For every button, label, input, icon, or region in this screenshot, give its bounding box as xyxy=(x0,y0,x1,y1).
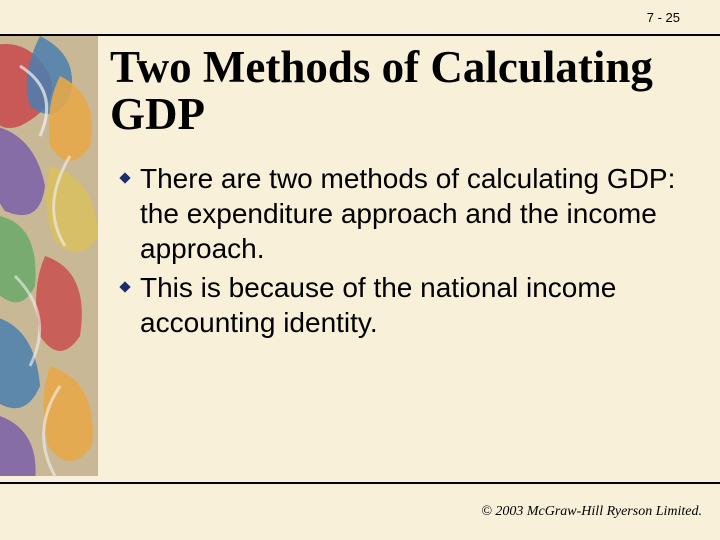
slide-title: Two Methods of Calculating GDP xyxy=(110,44,696,139)
main-content: Two Methods of Calculating GDP There are… xyxy=(98,36,720,476)
content-row: Two Methods of Calculating GDP There are… xyxy=(0,36,720,476)
copyright-text: © 2003 McGraw-Hill Ryerson Limited. xyxy=(481,504,702,520)
diamond-bullet-icon xyxy=(118,280,132,294)
page-number: 7 - 25 xyxy=(647,10,680,25)
diamond-bullet-icon xyxy=(118,171,132,185)
bullet-text: This is because of the national income a… xyxy=(140,270,696,340)
list-item: This is because of the national income a… xyxy=(118,270,696,340)
top-bar: 7 - 25 xyxy=(0,0,720,36)
decorative-sidebar xyxy=(0,36,98,476)
list-item: There are two methods of calculating GDP… xyxy=(118,161,696,266)
bottom-bar: © 2003 McGraw-Hill Ryerson Limited. xyxy=(0,482,720,540)
bullet-text: There are two methods of calculating GDP… xyxy=(140,161,696,266)
bullet-list: There are two methods of calculating GDP… xyxy=(110,161,696,340)
